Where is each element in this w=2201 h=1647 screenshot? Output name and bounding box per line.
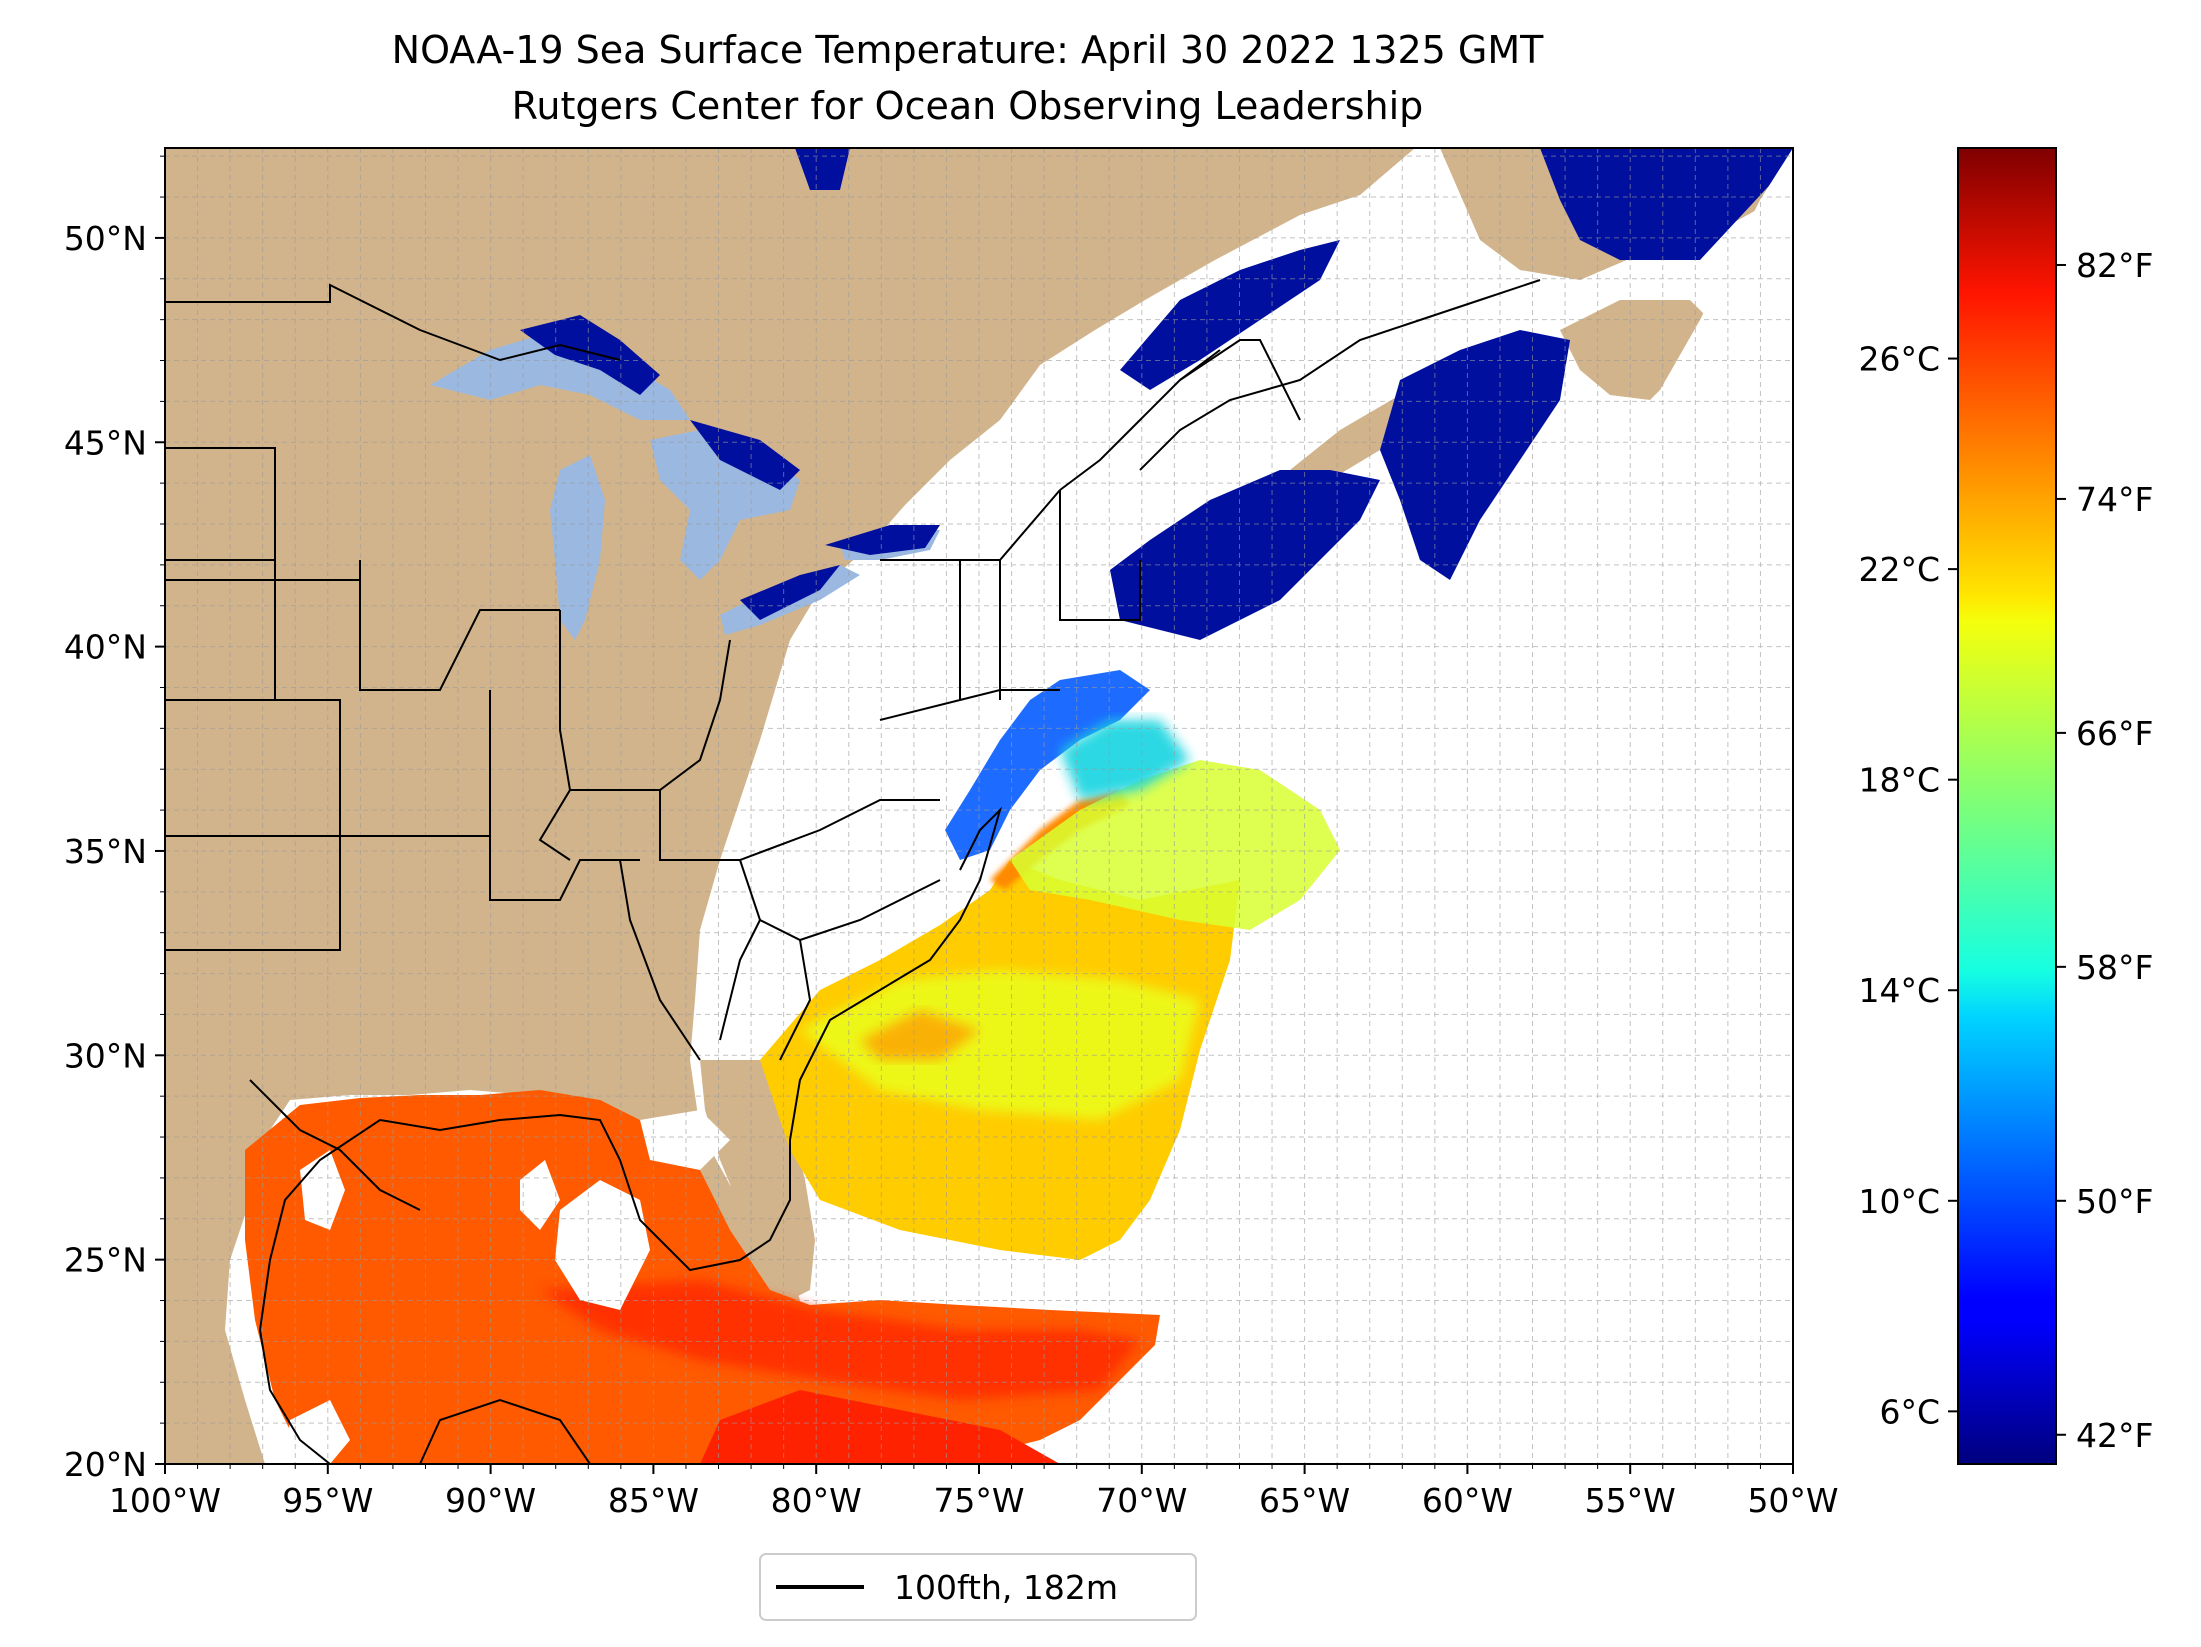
fahrenheit-tick-label: 82°F [2076, 246, 2153, 285]
land-north-america [165, 148, 1415, 1464]
lat-tick-label: 35°N [64, 832, 147, 871]
lon-tick-label: 70°W [1096, 1481, 1187, 1520]
sst-caribbean [700, 1390, 1060, 1464]
lat-tick-label: 20°N [64, 1445, 147, 1484]
colorbar-celsius-ticks: 6°C 10°C 14°C 18°C 22°C 26°C [1858, 340, 1958, 1431]
map-title: NOAA-19 Sea Surface Temperature: April 3… [391, 28, 1544, 72]
land-newfoundland [1560, 300, 1720, 400]
lon-tick-label: 90°W [445, 1481, 536, 1520]
sst-swath [245, 148, 1793, 1464]
colorbar-fahrenheit-ticks: 42°F 50°F 58°F 66°F 74°F 82°F [2056, 246, 2153, 1455]
sst-gulf-core [540, 1280, 1140, 1400]
map-content [165, 148, 1793, 1464]
swath-edge-blank [1180, 148, 1793, 1464]
sst-scotian-shelf [1380, 330, 1570, 580]
sst-gulf-of-maine [1110, 470, 1380, 640]
longitude-ticks: 100°W 95°W 90°W 85°W 80°W 75°W 70°W 65°W 60°W 55°… [109, 1464, 1839, 1520]
fahrenheit-tick-label: 42°F [2076, 1416, 2153, 1455]
lake-sst [520, 148, 940, 620]
lat-tick-label: 40°N [64, 628, 147, 667]
map-subtitle: Rutgers Center for Ocean Observing Leade… [511, 84, 1424, 128]
sst-gulf-st-lawrence [1120, 240, 1340, 390]
lat-tick-label: 45°N [64, 423, 147, 462]
lake-michigan [550, 455, 605, 640]
lat-tick-label: 30°N [64, 1036, 147, 1075]
sst-slope-water [1060, 720, 1190, 800]
fahrenheit-tick-label: 74°F [2076, 480, 2153, 519]
lon-tick-label: 60°W [1422, 1481, 1513, 1520]
lon-tick-label: 65°W [1259, 1481, 1350, 1520]
lon-tick-label: 85°W [608, 1481, 699, 1520]
fahrenheit-tick-label: 50°F [2076, 1182, 2153, 1221]
sst-offshore-patchy [1010, 760, 1340, 930]
celsius-tick-label: 14°C [1858, 971, 1940, 1010]
latitude-ticks: 20°N 25°N 30°N 35°N 40°N 45°N 50°N [64, 155, 165, 1484]
lon-tick-label: 50°W [1747, 1481, 1838, 1520]
celsius-tick-label: 26°C [1858, 340, 1940, 379]
lon-tick-label: 80°W [771, 1481, 862, 1520]
sst-warm-eddy [860, 1010, 980, 1060]
lat-tick-label: 50°N [64, 219, 147, 258]
legend-box [759, 1553, 1197, 1621]
legend-label: 100fth, 182m [894, 1568, 1118, 1607]
isobath-100fth [258, 279, 1541, 1464]
fahrenheit-tick-label: 66°F [2076, 714, 2153, 753]
lon-tick-label: 55°W [1585, 1481, 1676, 1520]
lon-tick-label: 75°W [933, 1481, 1024, 1520]
sst-gulf-stream-yellow [800, 970, 1200, 1120]
fahrenheit-tick-label: 58°F [2076, 948, 2153, 987]
celsius-tick-label: 22°C [1858, 550, 1940, 589]
celsius-tick-label: 6°C [1879, 1392, 1940, 1431]
sst-labrador-sea [1540, 148, 1793, 260]
political-borders [165, 283, 1301, 1211]
lake-superior [430, 335, 690, 420]
lat-tick-label: 25°N [64, 1241, 147, 1280]
isobath-100fth-gulf [419, 1398, 591, 1464]
lon-tick-label: 95°W [282, 1481, 373, 1520]
colorbar-gradient [1957, 147, 2057, 1465]
gridlines [165, 148, 1793, 1464]
lon-tick-label: 100°W [109, 1481, 221, 1520]
celsius-tick-label: 18°C [1858, 761, 1940, 800]
legend: 100fth, 182m [759, 1553, 1197, 1621]
colorbar: 6°C 10°C 14°C 18°C 22°C 26°C 42°F 50°F 58°F 66°F… [1858, 147, 2153, 1465]
celsius-tick-label: 10°C [1858, 1182, 1940, 1221]
